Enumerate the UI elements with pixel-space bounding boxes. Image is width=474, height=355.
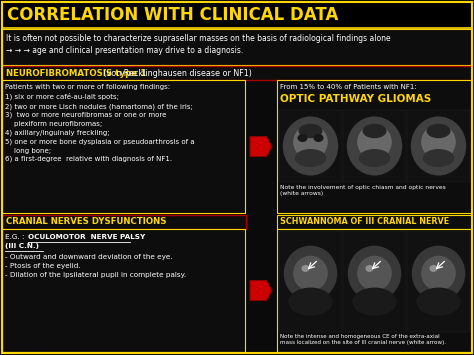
Polygon shape xyxy=(250,280,272,300)
Text: CORRELATION WITH CLINICAL DATA: CORRELATION WITH CLINICAL DATA xyxy=(7,6,338,24)
Ellipse shape xyxy=(429,265,438,272)
Text: OPTIC PATHWAY GLIOMAS: OPTIC PATHWAY GLIOMAS xyxy=(280,94,431,104)
Text: From 15% to 40% of Patients with NF1:: From 15% to 40% of Patients with NF1: xyxy=(280,84,417,90)
Ellipse shape xyxy=(313,134,323,142)
FancyBboxPatch shape xyxy=(277,229,472,352)
Ellipse shape xyxy=(411,116,466,175)
Ellipse shape xyxy=(348,246,401,301)
FancyBboxPatch shape xyxy=(277,80,472,213)
Text: Note the involvement of optic chiasm and optic nerves
(white arrows): Note the involvement of optic chiasm and… xyxy=(280,185,446,196)
Text: OCULOMOTOR  NERVE PALSY: OCULOMOTOR NERVE PALSY xyxy=(28,234,145,240)
FancyBboxPatch shape xyxy=(343,110,406,182)
Text: → → → age and clinical presentation may drive to a diagnosis.: → → → age and clinical presentation may … xyxy=(6,46,243,55)
FancyBboxPatch shape xyxy=(279,110,342,182)
Ellipse shape xyxy=(289,288,333,316)
Text: (III C.N.): (III C.N.) xyxy=(5,243,39,249)
Ellipse shape xyxy=(427,124,450,138)
Ellipse shape xyxy=(347,116,402,175)
Ellipse shape xyxy=(423,149,454,167)
Ellipse shape xyxy=(357,125,392,159)
FancyBboxPatch shape xyxy=(407,110,470,182)
Ellipse shape xyxy=(301,265,310,272)
Text: It is often not possible to characterize suprasellar masses on the basis of radi: It is often not possible to characterize… xyxy=(6,34,391,43)
Ellipse shape xyxy=(284,246,337,301)
Ellipse shape xyxy=(412,246,465,301)
Ellipse shape xyxy=(365,265,374,272)
Text: E.G. :: E.G. : xyxy=(5,234,27,240)
Text: CRANIAL NERVES DYSFUNCTIONS: CRANIAL NERVES DYSFUNCTIONS xyxy=(6,218,166,226)
Ellipse shape xyxy=(299,124,322,138)
Text: (von Recklinghausen disease or NF1): (von Recklinghausen disease or NF1) xyxy=(101,69,252,77)
FancyBboxPatch shape xyxy=(2,215,246,229)
Text: NEUROFIBROMATOSIS type 1: NEUROFIBROMATOSIS type 1 xyxy=(6,69,146,77)
FancyBboxPatch shape xyxy=(279,231,342,332)
Text: - Outward and downward deviation of the eye.
- Ptosis of the eyelid.
- Dilation : - Outward and downward deviation of the … xyxy=(5,254,186,278)
Ellipse shape xyxy=(293,256,328,291)
Ellipse shape xyxy=(298,134,308,142)
Ellipse shape xyxy=(359,149,390,167)
FancyBboxPatch shape xyxy=(2,80,245,213)
Text: SCHWANNOMA OF III CRANIAL NERVE: SCHWANNOMA OF III CRANIAL NERVE xyxy=(280,218,449,226)
Text: Patients with two or more of following findings:
1) six or more café-au-lait spo: Patients with two or more of following f… xyxy=(5,84,195,163)
FancyBboxPatch shape xyxy=(277,215,472,229)
FancyBboxPatch shape xyxy=(2,29,472,65)
FancyBboxPatch shape xyxy=(2,66,472,80)
Ellipse shape xyxy=(357,256,392,291)
Ellipse shape xyxy=(417,288,461,316)
FancyBboxPatch shape xyxy=(407,231,470,332)
FancyBboxPatch shape xyxy=(2,229,245,352)
Ellipse shape xyxy=(295,149,326,167)
FancyBboxPatch shape xyxy=(2,2,472,28)
Ellipse shape xyxy=(283,116,338,175)
Ellipse shape xyxy=(363,124,386,138)
Ellipse shape xyxy=(421,125,456,159)
Ellipse shape xyxy=(293,125,328,159)
Polygon shape xyxy=(250,137,272,157)
Text: Note the intense and homogeneous CE of the extra-axial
mass localized on the sit: Note the intense and homogeneous CE of t… xyxy=(280,334,446,345)
Ellipse shape xyxy=(421,256,456,291)
FancyBboxPatch shape xyxy=(343,231,406,332)
Ellipse shape xyxy=(353,288,397,316)
